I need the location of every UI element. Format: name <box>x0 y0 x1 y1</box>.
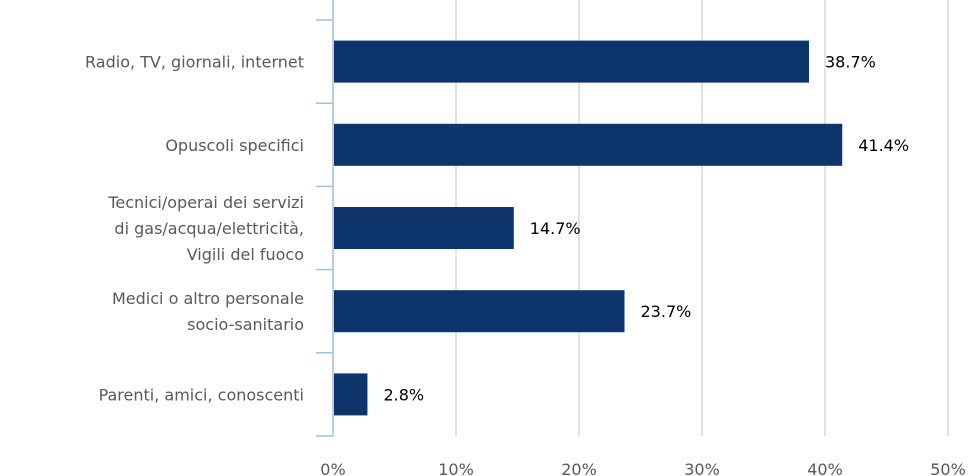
data-label: 2.8% <box>383 385 424 404</box>
category-label-line: Radio, TV, giornali, internet <box>85 53 304 72</box>
category-label: Opuscoli specifici <box>165 136 304 155</box>
bar <box>334 373 368 416</box>
x-tick-label: 50% <box>930 460 966 476</box>
category-labels: Radio, TV, giornali, internet Opuscoli sp… <box>85 53 304 405</box>
data-label: 38.7% <box>825 53 876 72</box>
bar <box>334 40 810 83</box>
bar <box>334 290 625 333</box>
category-label: Parenti, amici, conoscenti <box>99 385 304 404</box>
category-label-line: Medici o altro personale <box>112 289 304 308</box>
category-label-line: Parenti, amici, conoscenti <box>99 385 304 404</box>
data-label: 23.7% <box>641 302 692 321</box>
x-tick-label: 30% <box>684 460 720 476</box>
x-tick-label: 0% <box>320 460 345 476</box>
bar <box>334 207 514 249</box>
data-label: 14.7% <box>530 219 581 238</box>
category-label-line: di gas/acqua/elettricità, <box>114 219 304 238</box>
x-tick-labels: 0% 10% 20% 30% 40% 50% <box>320 460 965 476</box>
bar <box>334 123 843 166</box>
category-label: Radio, TV, giornali, internet <box>85 53 304 72</box>
y-axis <box>316 0 334 437</box>
x-tick-label: 40% <box>807 460 843 476</box>
x-tick-label: 10% <box>438 460 474 476</box>
data-label: 41.4% <box>858 136 909 155</box>
category-label-line: socio-sanitario <box>187 315 304 334</box>
bars <box>334 40 843 416</box>
category-label: Tecnici/operai dei servizi di gas/acqua/e… <box>107 193 304 264</box>
category-label-line: Tecnici/operai dei servizi <box>107 193 304 212</box>
value-labels: 38.7% 41.4% 14.7% 23.7% 2.8% <box>383 53 909 405</box>
category-label-line: Vigili del fuoco <box>187 245 304 264</box>
category-label: Medici o altro personale socio-sanitario <box>112 289 304 334</box>
x-tick-label: 20% <box>561 460 597 476</box>
category-label-line: Opuscoli specifici <box>165 136 304 155</box>
